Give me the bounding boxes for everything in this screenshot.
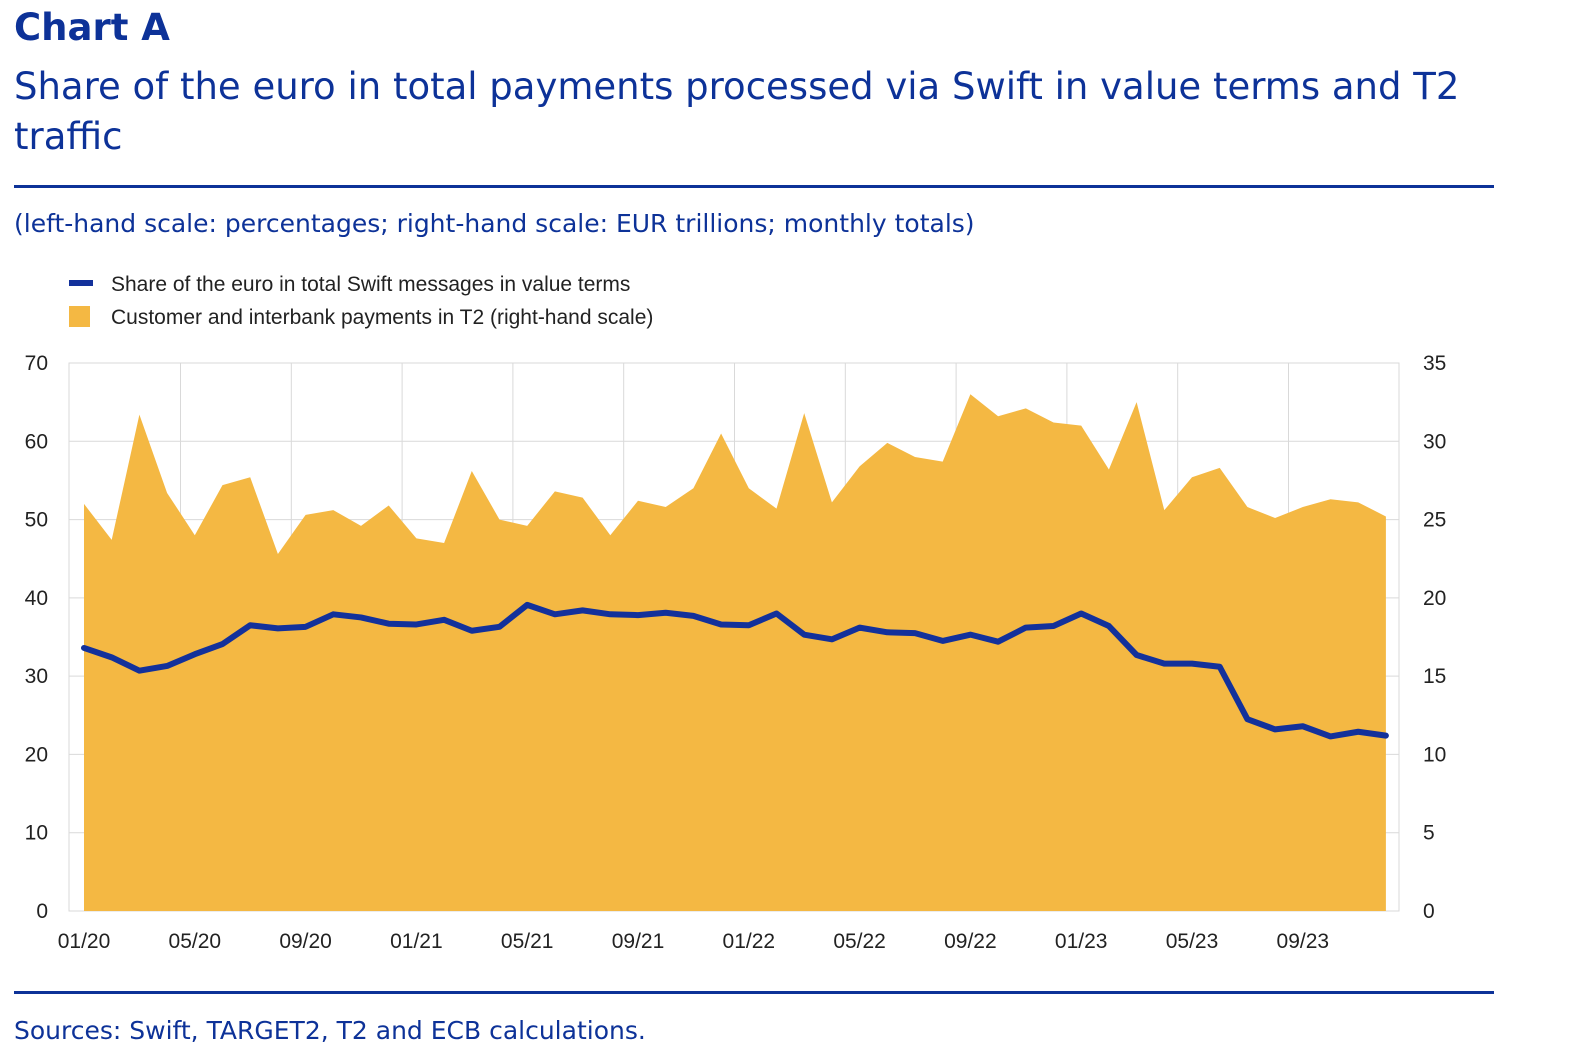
euro-share-point bbox=[1217, 664, 1223, 670]
euro-share-point bbox=[497, 624, 502, 630]
x-tick-label: 05/22 bbox=[833, 930, 886, 953]
euro-share-point bbox=[690, 613, 696, 619]
euro-share-point bbox=[1051, 623, 1056, 629]
euro-share-point bbox=[136, 668, 142, 674]
y-left-tick-label: 30 bbox=[25, 665, 48, 688]
euro-share-point bbox=[247, 622, 253, 628]
top-divider bbox=[14, 185, 1494, 188]
y-right-tick-label: 0 bbox=[1423, 900, 1435, 923]
euro-share-point bbox=[607, 611, 613, 617]
euro-share-point bbox=[746, 622, 752, 628]
y-left-tick-label: 60 bbox=[25, 430, 48, 453]
euro-share-point bbox=[1134, 652, 1140, 658]
euro-share-point bbox=[967, 632, 973, 638]
euro-share-point bbox=[275, 625, 281, 631]
euro-share-point bbox=[1300, 723, 1306, 729]
area-series bbox=[84, 394, 1386, 911]
x-tick-label: 01/22 bbox=[723, 930, 776, 953]
y-left-tick-label: 40 bbox=[25, 587, 48, 610]
euro-share-point bbox=[81, 645, 87, 651]
y-axis-left: 0 10 20 30 40 50 60 70 bbox=[25, 352, 48, 923]
euro-share-point bbox=[413, 621, 419, 627]
euro-share-point bbox=[1106, 623, 1112, 629]
chart-subtitle: (left-hand scale: percentages; right-han… bbox=[14, 209, 975, 238]
legend-line-label: Share of the euro in total Swift message… bbox=[111, 273, 630, 296]
euro-share-point bbox=[995, 639, 1001, 645]
euro-share-point bbox=[524, 602, 530, 608]
chart: Share of the euro in total Swift message… bbox=[25, 273, 1447, 953]
area-fill bbox=[84, 394, 1386, 911]
euro-share-point bbox=[1272, 726, 1278, 732]
euro-share-point bbox=[303, 624, 309, 630]
euro-share-point bbox=[164, 663, 170, 669]
y-right-tick-label: 25 bbox=[1423, 509, 1446, 532]
euro-share-point bbox=[580, 607, 586, 613]
x-tick-label: 01/23 bbox=[1055, 930, 1108, 953]
euro-share-point bbox=[441, 617, 447, 623]
y-right-tick-label: 5 bbox=[1423, 822, 1435, 845]
x-tick-label: 09/22 bbox=[944, 930, 997, 953]
euro-share-point bbox=[829, 636, 835, 642]
y-left-tick-label: 50 bbox=[25, 509, 48, 532]
euro-share-point bbox=[884, 629, 890, 635]
y-left-tick-label: 10 bbox=[25, 822, 48, 845]
y-left-tick-label: 70 bbox=[25, 352, 48, 375]
x-tick-label: 09/20 bbox=[279, 930, 332, 953]
euro-share-point bbox=[1078, 611, 1084, 617]
euro-share-point bbox=[109, 654, 115, 660]
euro-share-point bbox=[718, 621, 724, 627]
euro-share-point bbox=[663, 610, 669, 616]
euro-share-point bbox=[774, 611, 779, 617]
euro-share-point bbox=[192, 651, 198, 657]
euro-share-point bbox=[1383, 733, 1389, 739]
legend-area-label: Customer and interbank payments in T2 (r… bbox=[111, 306, 653, 329]
y-right-tick-label: 35 bbox=[1423, 352, 1446, 375]
sources-note: Sources: Swift, TARGET2, T2 and ECB calc… bbox=[14, 1016, 646, 1045]
x-tick-label: 05/20 bbox=[169, 930, 222, 953]
euro-share-point bbox=[469, 628, 475, 634]
euro-share-point bbox=[857, 625, 863, 631]
euro-share-point bbox=[912, 630, 918, 636]
legend: Share of the euro in total Swift message… bbox=[69, 273, 653, 329]
legend-line-swatch bbox=[69, 280, 93, 286]
euro-share-point bbox=[1244, 716, 1250, 722]
line-series bbox=[81, 601, 1389, 740]
legend-area-swatch bbox=[69, 306, 90, 327]
euro-share-point bbox=[801, 632, 807, 638]
y-right-tick-label: 10 bbox=[1423, 743, 1446, 766]
euro-share-point bbox=[1161, 661, 1167, 667]
euro-share-line bbox=[81, 601, 1389, 740]
euro-share-point bbox=[330, 611, 336, 617]
x-tick-label: 01/20 bbox=[58, 930, 111, 953]
y-right-tick-label: 30 bbox=[1423, 430, 1446, 453]
euro-share-point bbox=[1189, 661, 1195, 667]
chart-title: Share of the euro in total payments proc… bbox=[14, 65, 1460, 158]
y-axis-right: 0 5 10 15 20 25 30 35 bbox=[1423, 352, 1446, 923]
euro-share-point bbox=[220, 641, 225, 647]
y-right-tick-label: 20 bbox=[1423, 587, 1446, 610]
euro-share-point bbox=[552, 611, 558, 617]
x-tick-label: 01/21 bbox=[390, 930, 443, 953]
x-tick-label: 09/21 bbox=[612, 930, 665, 953]
x-axis: 01/20 05/20 09/20 01/21 05/21 09/21 01/22 05/22… bbox=[58, 930, 1329, 953]
euro-share-point bbox=[386, 621, 392, 627]
euro-share-point bbox=[1355, 729, 1361, 735]
y-right-tick-label: 15 bbox=[1423, 665, 1446, 688]
x-tick-label: 05/23 bbox=[1166, 930, 1219, 953]
euro-share-point bbox=[635, 612, 641, 618]
euro-share-point bbox=[358, 614, 364, 620]
y-left-tick-label: 20 bbox=[25, 743, 48, 766]
chart-label: Chart A bbox=[14, 6, 170, 49]
euro-share-point bbox=[1328, 733, 1333, 739]
bottom-divider bbox=[14, 991, 1494, 994]
x-tick-label: 09/23 bbox=[1277, 930, 1330, 953]
x-tick-label: 05/21 bbox=[501, 930, 554, 953]
y-left-tick-label: 0 bbox=[36, 900, 48, 923]
euro-share-point bbox=[940, 638, 946, 644]
euro-share-point bbox=[1023, 625, 1029, 631]
